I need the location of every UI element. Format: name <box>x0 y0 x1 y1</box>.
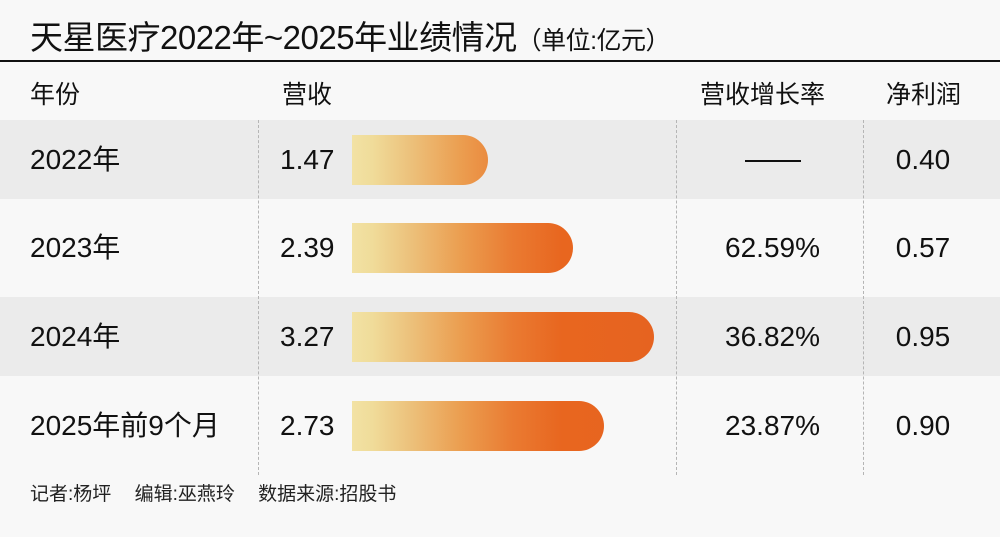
growth-cell: 23.87% <box>725 409 820 441</box>
header-revenue: 营收 <box>282 81 333 109</box>
year-cell: 2024年 <box>30 320 121 352</box>
table-row: 2025年前9个月 2.73 23.87% 0.90 <box>0 376 1000 475</box>
revenue-bar <box>352 134 488 185</box>
profit-cell: 0.40 <box>895 143 951 175</box>
title-main: 天星医疗2022年~2025年业绩情况 <box>30 19 517 56</box>
revenue-bar <box>352 311 654 362</box>
year-cell: 2025年前9个月 <box>30 409 220 441</box>
revenue-bar <box>352 223 573 273</box>
profit-cell: 0.57 <box>895 232 951 263</box>
table-header: 年份 营收 营收增长率 净利润 <box>0 62 1000 120</box>
year-cell: 2023年 <box>30 232 121 263</box>
column-divider <box>676 120 677 475</box>
table-row: 2024年 3.27 36.82% 0.95 <box>0 297 1000 376</box>
growth-cell: 62.59% <box>725 232 820 263</box>
title-divider <box>0 60 1000 62</box>
revenue-cell: 1.47 <box>280 143 335 175</box>
header-growth: 营收增长率 <box>700 81 826 109</box>
year-cell: 2022年 <box>30 143 121 175</box>
table-row: 2022年 1.47 0.40 <box>0 120 1000 199</box>
profit-cell: 0.90 <box>895 409 951 441</box>
column-divider <box>863 120 864 475</box>
growth-cell: 36.82% <box>725 320 820 352</box>
reporter-credit: 记者:杨坪 <box>30 484 112 505</box>
credits-footer: 记者:杨坪 编辑:巫燕玲 数据来源:招股书 <box>30 483 414 507</box>
column-divider <box>258 120 259 475</box>
header-year: 年份 <box>30 81 81 109</box>
header-profit: 净利润 <box>886 81 962 109</box>
data-source: 数据来源:招股书 <box>258 484 397 505</box>
revenue-cell: 3.27 <box>280 320 335 352</box>
revenue-bar <box>352 400 604 451</box>
title-unit: （单位:亿元） <box>516 27 671 55</box>
revenue-cell: 2.39 <box>280 232 335 263</box>
growth-cell <box>690 143 855 177</box>
revenue-cell: 2.73 <box>280 409 335 441</box>
table-row: 2023年 2.39 62.59% 0.57 <box>0 199 1000 297</box>
chart-title: 天星医疗2022年~2025年业绩情况（单位:亿元） <box>30 18 671 58</box>
dash-placeholder <box>744 160 801 163</box>
profit-cell: 0.95 <box>895 320 951 352</box>
editor-credit: 编辑:巫燕玲 <box>134 484 235 505</box>
